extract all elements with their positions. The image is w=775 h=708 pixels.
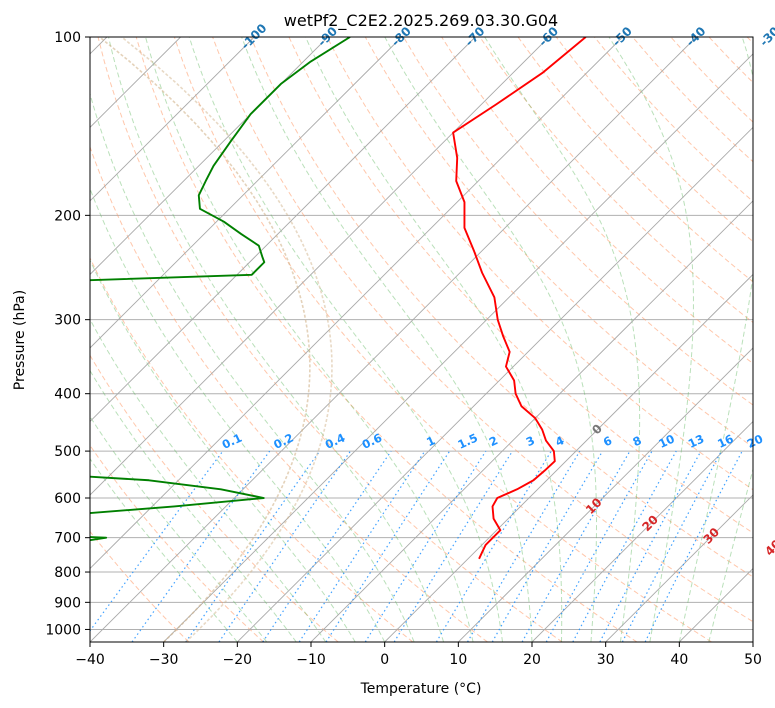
- moist-adiabat: [108, 37, 445, 642]
- mixing-ratio-line: [262, 450, 392, 642]
- dry-adiabat: [90, 256, 414, 642]
- y-tick-label: 400: [54, 387, 81, 403]
- isotherm-line: [90, 37, 402, 349]
- grid-layer: [90, 37, 753, 630]
- y-axis: 100 200 300 400 500 600 700 800 900 1000: [45, 30, 90, 638]
- plot-background: [90, 37, 753, 642]
- dry-adiabat: [90, 444, 264, 642]
- moist-adiabat: [484, 37, 641, 642]
- mixing-ratio-label: 16: [715, 431, 735, 450]
- moist-adiabat: [708, 467, 753, 642]
- series-layer: [90, 37, 587, 560]
- dry-adiabat: [326, 37, 753, 491]
- dry-adiabat: [250, 37, 753, 578]
- background-lines: [90, 37, 753, 642]
- dry-adiabat: [135, 37, 638, 642]
- dewpoint-profile: [90, 37, 351, 542]
- isotherm-line: [163, 53, 753, 642]
- moist-adiabat: [90, 318, 327, 642]
- x-tick-label: 40: [670, 652, 688, 668]
- x-tick-label: −30: [149, 652, 179, 668]
- y-tick-label: 500: [54, 444, 81, 460]
- isotherm-line: [605, 494, 753, 642]
- dry-adiabat: [517, 37, 753, 283]
- isotherm-line: [531, 420, 753, 642]
- mixing-ratio-line: [393, 450, 513, 642]
- isotherm-line: [90, 37, 697, 642]
- isotherm-label: 40: [762, 537, 775, 559]
- moist-adiabat: [305, 37, 563, 642]
- dry-adiabat: [90, 354, 339, 642]
- isotherm-label: -30: [757, 24, 775, 49]
- y-tick-label: 300: [54, 313, 81, 329]
- mixing-ratio-line: [572, 450, 677, 642]
- isotherm-line: [237, 126, 753, 642]
- moist-adiabat: [90, 415, 268, 642]
- dry-adiabat: [90, 145, 488, 642]
- mixing-ratio-label: 13: [686, 432, 706, 451]
- temperature-profile: [452, 37, 587, 560]
- mixing-ratio-line: [185, 450, 321, 642]
- moist-adiabat: [241, 37, 533, 642]
- moist-adiabat: [90, 259, 356, 642]
- isotherm-line: [90, 37, 476, 423]
- isotherm-line: [90, 37, 329, 276]
- moist-adiabat: [90, 457, 238, 642]
- x-tick-label: 30: [597, 652, 615, 668]
- x-tick-label: 10: [449, 652, 467, 668]
- isotherm-line: [90, 37, 623, 570]
- isotherm-line: [310, 200, 753, 642]
- dry-adiabat: [97, 37, 563, 642]
- x-axis: −40 −30 −20 −10 0 10 20 30 40 50: [75, 642, 762, 668]
- ccl-arc: [121, 37, 333, 642]
- mixing-ratio-line: [435, 450, 552, 642]
- y-tick-label: 1000: [45, 622, 81, 638]
- mixing-ratio-line: [364, 450, 487, 642]
- plot-frame: [89, 36, 754, 643]
- isotherm-line: [90, 37, 550, 496]
- isotherm-line: [384, 273, 753, 642]
- dry-adiabat: [403, 37, 753, 406]
- x-tick-label: 0: [380, 652, 389, 668]
- dry-adiabat: [212, 37, 753, 623]
- mixing-ratio-line: [218, 450, 351, 642]
- y-tick-label: 700: [54, 531, 81, 547]
- mixing-ratio-label: 20: [745, 432, 765, 451]
- isotherm-line: [90, 37, 255, 202]
- chart-title: wetPf2_C2E2.2025.269.03.30.G04: [284, 11, 558, 31]
- moist-adiabat: [188, 37, 504, 642]
- moist-adiabat: [90, 187, 386, 642]
- x-tick-label: −10: [296, 652, 326, 668]
- moist-adiabat: [145, 37, 474, 642]
- y-tick-label: 900: [54, 595, 81, 611]
- x-tick-label: 20: [523, 652, 541, 668]
- mixing-ratio-line: [298, 450, 426, 642]
- x-tick-label: −20: [223, 652, 253, 668]
- moist-adiabat: [678, 37, 753, 642]
- y-axis-label: Pressure (hPa): [12, 290, 28, 390]
- moist-adiabat: [384, 37, 598, 642]
- dry-adiabat: [479, 37, 753, 324]
- y-tick-label: 200: [54, 208, 81, 224]
- y-tick-label: 600: [54, 491, 81, 507]
- mixing-ratio-line: [325, 450, 451, 642]
- isotherm-line: [458, 347, 753, 642]
- y-tick-label: 800: [54, 565, 81, 581]
- y-tick-label: 100: [54, 30, 81, 46]
- moist-adiabat: [608, 37, 694, 642]
- x-axis-label: Temperature (°C): [360, 681, 482, 697]
- mixing-ratio-label: 10: [656, 432, 676, 451]
- x-tick-label: 50: [744, 652, 762, 668]
- dry-adiabat: [90, 530, 190, 642]
- ccl-arc: [99, 37, 311, 642]
- mixing-ratio-line: [599, 450, 702, 642]
- x-tick-label: −40: [75, 652, 105, 668]
- mixing-ratio-line: [466, 450, 581, 642]
